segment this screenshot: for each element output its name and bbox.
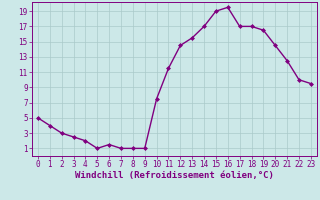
X-axis label: Windchill (Refroidissement éolien,°C): Windchill (Refroidissement éolien,°C) (75, 171, 274, 180)
